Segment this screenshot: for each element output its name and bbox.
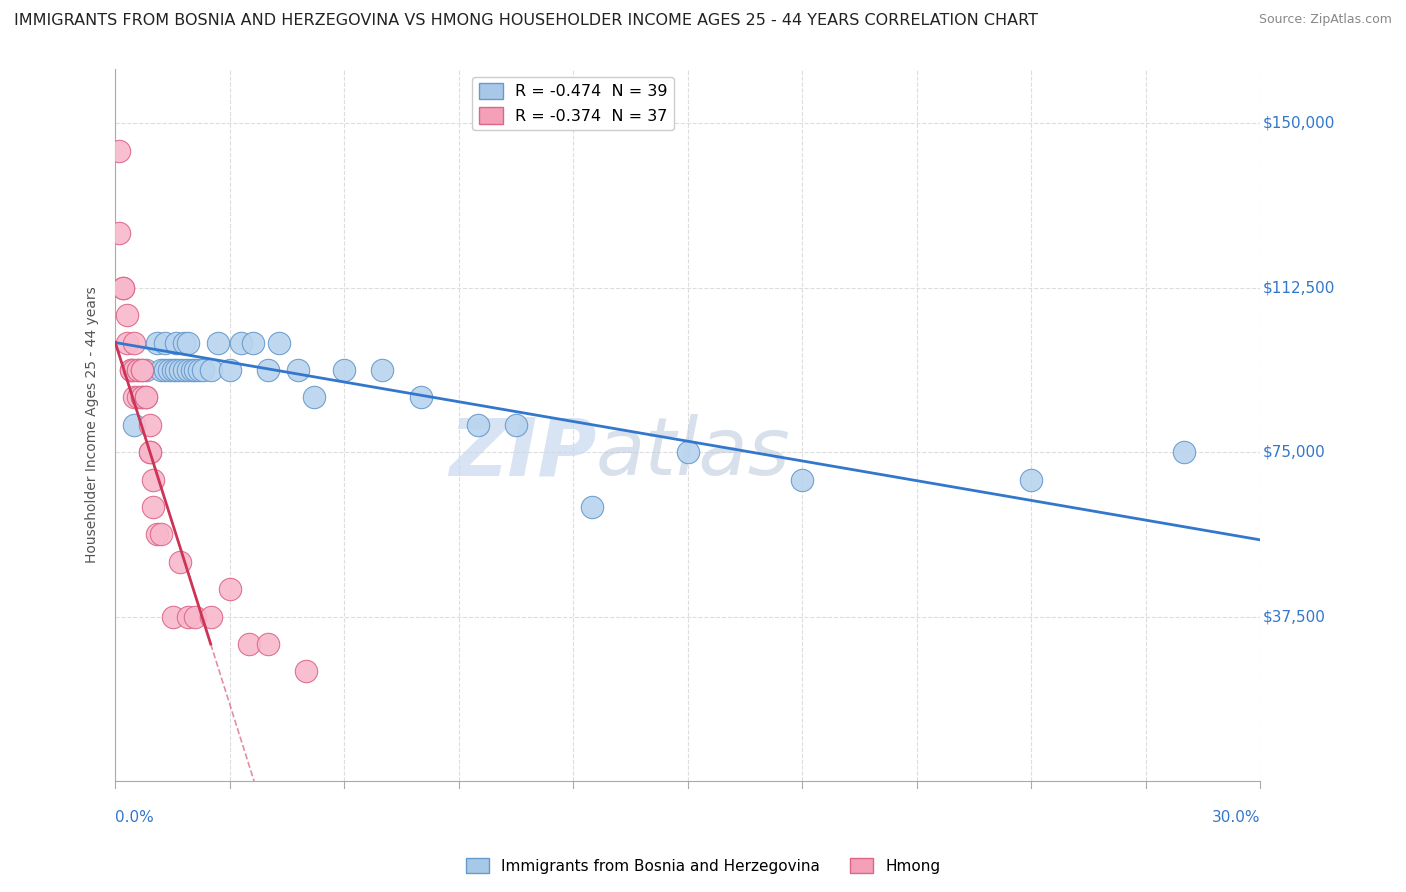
Point [165,335,187,350]
Point [257,637,280,651]
Point [135,390,157,404]
Point [162,363,184,377]
Point [173,335,195,350]
Point [124,335,146,350]
Point [191,363,214,377]
Text: $112,500: $112,500 [1263,280,1334,295]
Point [505,417,527,432]
Point [153,363,176,377]
Point [153,335,176,350]
Point [333,363,356,377]
Text: ZIP: ZIP [449,414,596,492]
Point [177,609,200,624]
Point [184,363,207,377]
Point [146,527,169,541]
Point [142,473,165,487]
Legend: Immigrants from Bosnia and Herzegovina, Hmong: Immigrants from Bosnia and Herzegovina, … [460,852,946,880]
Point [242,335,264,350]
Point [138,417,160,432]
Point [295,665,318,679]
Point [131,390,153,404]
Point [131,363,153,377]
Point [127,363,149,377]
Point [169,555,191,569]
Text: 0.0%: 0.0% [115,810,155,824]
Legend: R = -0.474  N = 39, R = -0.374  N = 37: R = -0.474 N = 39, R = -0.374 N = 37 [472,77,675,130]
Point [146,335,169,350]
Point [177,363,200,377]
Point [124,390,146,404]
Point [184,609,207,624]
Point [120,363,142,377]
Point [108,226,131,240]
Point [371,363,394,377]
Point [150,527,173,541]
Y-axis label: Householder Income Ages 25 - 44 years: Householder Income Ages 25 - 44 years [86,286,100,563]
Point [135,390,157,404]
Point [108,144,131,158]
Point [124,417,146,432]
Text: Source: ZipAtlas.com: Source: ZipAtlas.com [1258,13,1392,27]
Point [200,609,222,624]
Point [169,363,191,377]
Point [218,363,240,377]
Point [1173,445,1195,459]
Point [124,363,146,377]
Point [111,281,134,295]
Point [138,445,160,459]
Point [269,335,291,350]
Point [115,335,138,350]
Text: IMMIGRANTS FROM BOSNIA AND HERZEGOVINA VS HMONG HOUSEHOLDER INCOME AGES 25 - 44 : IMMIGRANTS FROM BOSNIA AND HERZEGOVINA V… [14,13,1038,29]
Point [180,363,202,377]
Point [287,363,309,377]
Text: $150,000: $150,000 [1263,116,1334,131]
Point [162,609,184,624]
Point [1019,473,1042,487]
Point [177,335,200,350]
Point [111,281,134,295]
Point [127,390,149,404]
Point [138,445,160,459]
Point [120,363,142,377]
Point [131,363,153,377]
Point [238,637,260,651]
Point [467,417,489,432]
Point [173,363,195,377]
Point [302,390,325,404]
Point [157,363,180,377]
Text: atlas: atlas [596,414,792,492]
Point [231,335,253,350]
Text: 30.0%: 30.0% [1212,810,1260,824]
Point [115,308,138,322]
Point [150,363,173,377]
Point [188,363,211,377]
Text: $37,500: $37,500 [1263,609,1326,624]
Point [792,473,814,487]
Point [409,390,432,404]
Point [131,390,153,404]
Point [257,363,280,377]
Point [142,500,165,514]
Point [127,363,149,377]
Point [218,582,240,597]
Point [135,363,157,377]
Point [581,500,603,514]
Point [200,363,222,377]
Text: $75,000: $75,000 [1263,445,1326,459]
Point [165,363,187,377]
Point [676,445,699,459]
Point [207,335,229,350]
